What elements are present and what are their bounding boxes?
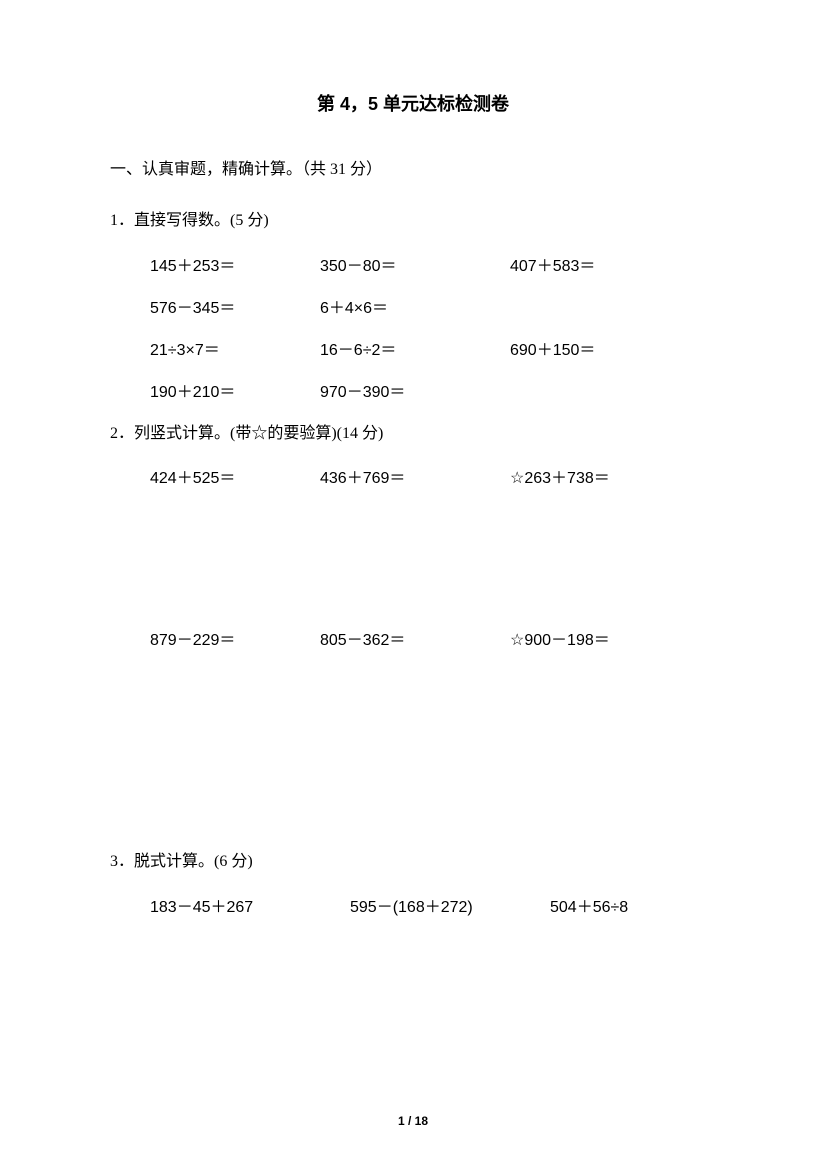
page-title: 第 4，5 单元达标检测卷 [110,90,716,116]
work-space [110,668,716,848]
equation-cell: 190＋210＝ [150,378,320,402]
q1-row: 576－345＝ 6＋4×6＝ [110,294,716,318]
page-footer: 1 / 18 [0,1114,826,1128]
equation-cell: 350－80＝ [320,252,510,276]
work-space [110,506,716,626]
equation-cell: 970－390＝ [320,378,510,402]
equation-cell: 805－362＝ [320,626,510,650]
equation-cell: 690＋150＝ [510,336,716,360]
equation-cell: 6＋4×6＝ [320,294,510,318]
q2-row: 879－229＝ 805－362＝ ☆900－198＝ [110,626,716,650]
equation-cell: 576－345＝ [150,294,320,318]
equation-cell: ☆900－198＝ [510,626,716,650]
q1-row: 21÷3×7＝ 16－6÷2＝ 690＋150＝ [110,336,716,360]
q1-row: 145＋253＝ 350－80＝ 407＋583＝ [110,252,716,276]
equation-cell: 16－6÷2＝ [320,336,510,360]
question-1-label: 1．直接写得数。(5 分) [110,207,716,236]
equation-cell: 595－(168＋272) [350,893,550,917]
equation-cell: 436＋769＝ [320,464,510,488]
equation-cell: 424＋525＝ [150,464,320,488]
equation-cell: 145＋253＝ [150,252,320,276]
equation-cell: 183－45＋267 [150,893,350,917]
equation-cell [510,294,716,318]
equation-cell: 21÷3×7＝ [150,336,320,360]
q1-row: 190＋210＝ 970－390＝ [110,378,716,402]
equation-cell: 407＋583＝ [510,252,716,276]
q2-row: 424＋525＝ 436＋769＝ ☆263＋738＝ [110,464,716,488]
section-1-heading: 一、认真审题，精确计算。（共 31 分） [110,156,716,185]
equation-cell [510,378,716,402]
question-3-label: 3．脱式计算。(6 分) [110,848,716,877]
question-2-label: 2．列竖式计算。(带☆的要验算)(14 分) [110,420,716,449]
equation-cell: 879－229＝ [150,626,320,650]
equation-cell: 504＋56÷8 [550,893,716,917]
equation-cell: ☆263＋738＝ [510,464,716,488]
q3-row: 183－45＋267 595－(168＋272) 504＋56÷8 [110,893,716,917]
